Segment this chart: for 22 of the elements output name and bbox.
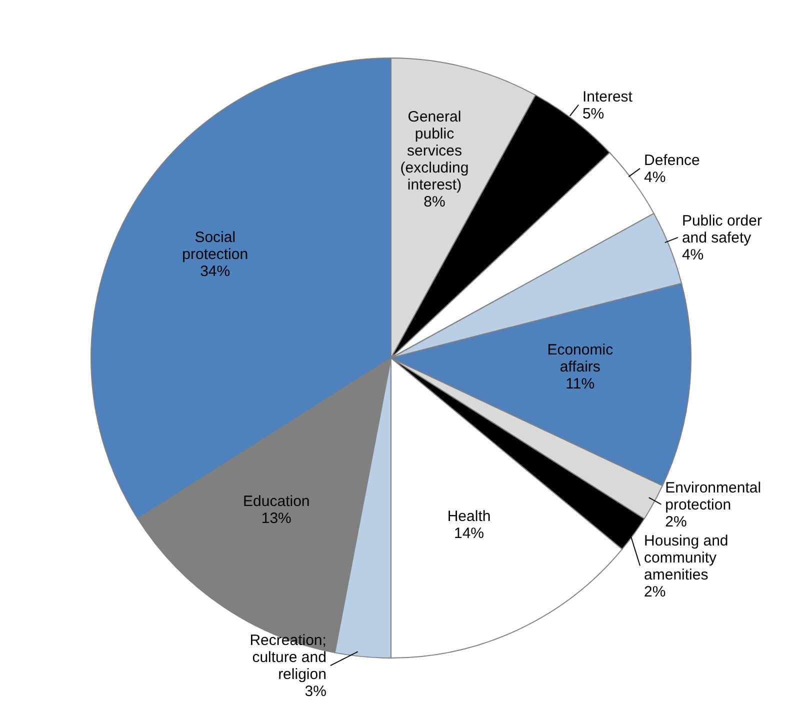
slice-label: Economic affairs [547, 341, 614, 376]
data-label: 8% [424, 194, 446, 211]
data-label: 2% [644, 583, 666, 600]
slice-label: Education [243, 492, 310, 510]
data-label: 14% [454, 524, 484, 542]
data-label: 5% [582, 105, 604, 122]
slice-label: Social protection [182, 229, 248, 264]
slice-label: Interest [582, 88, 634, 106]
data-label: 2% [665, 513, 687, 530]
data-label: 11% [566, 375, 595, 392]
slice-label: Health [447, 508, 491, 525]
slice-label: Public order and safety [682, 212, 762, 247]
slice-label: Defence [644, 152, 700, 170]
slice-label: Housing and community amenities [644, 532, 728, 584]
slice-label: General public services (excluding interest) [400, 108, 469, 194]
data-label: 4% [644, 169, 666, 186]
slice-label: Environmental protection [665, 479, 762, 514]
data-label: 34% [200, 263, 230, 280]
data-label: 13% [261, 510, 292, 527]
data-label: 3% [304, 683, 326, 700]
data-label: 4% [682, 246, 704, 264]
slice-label: Recreation; culture and religion [250, 632, 326, 684]
